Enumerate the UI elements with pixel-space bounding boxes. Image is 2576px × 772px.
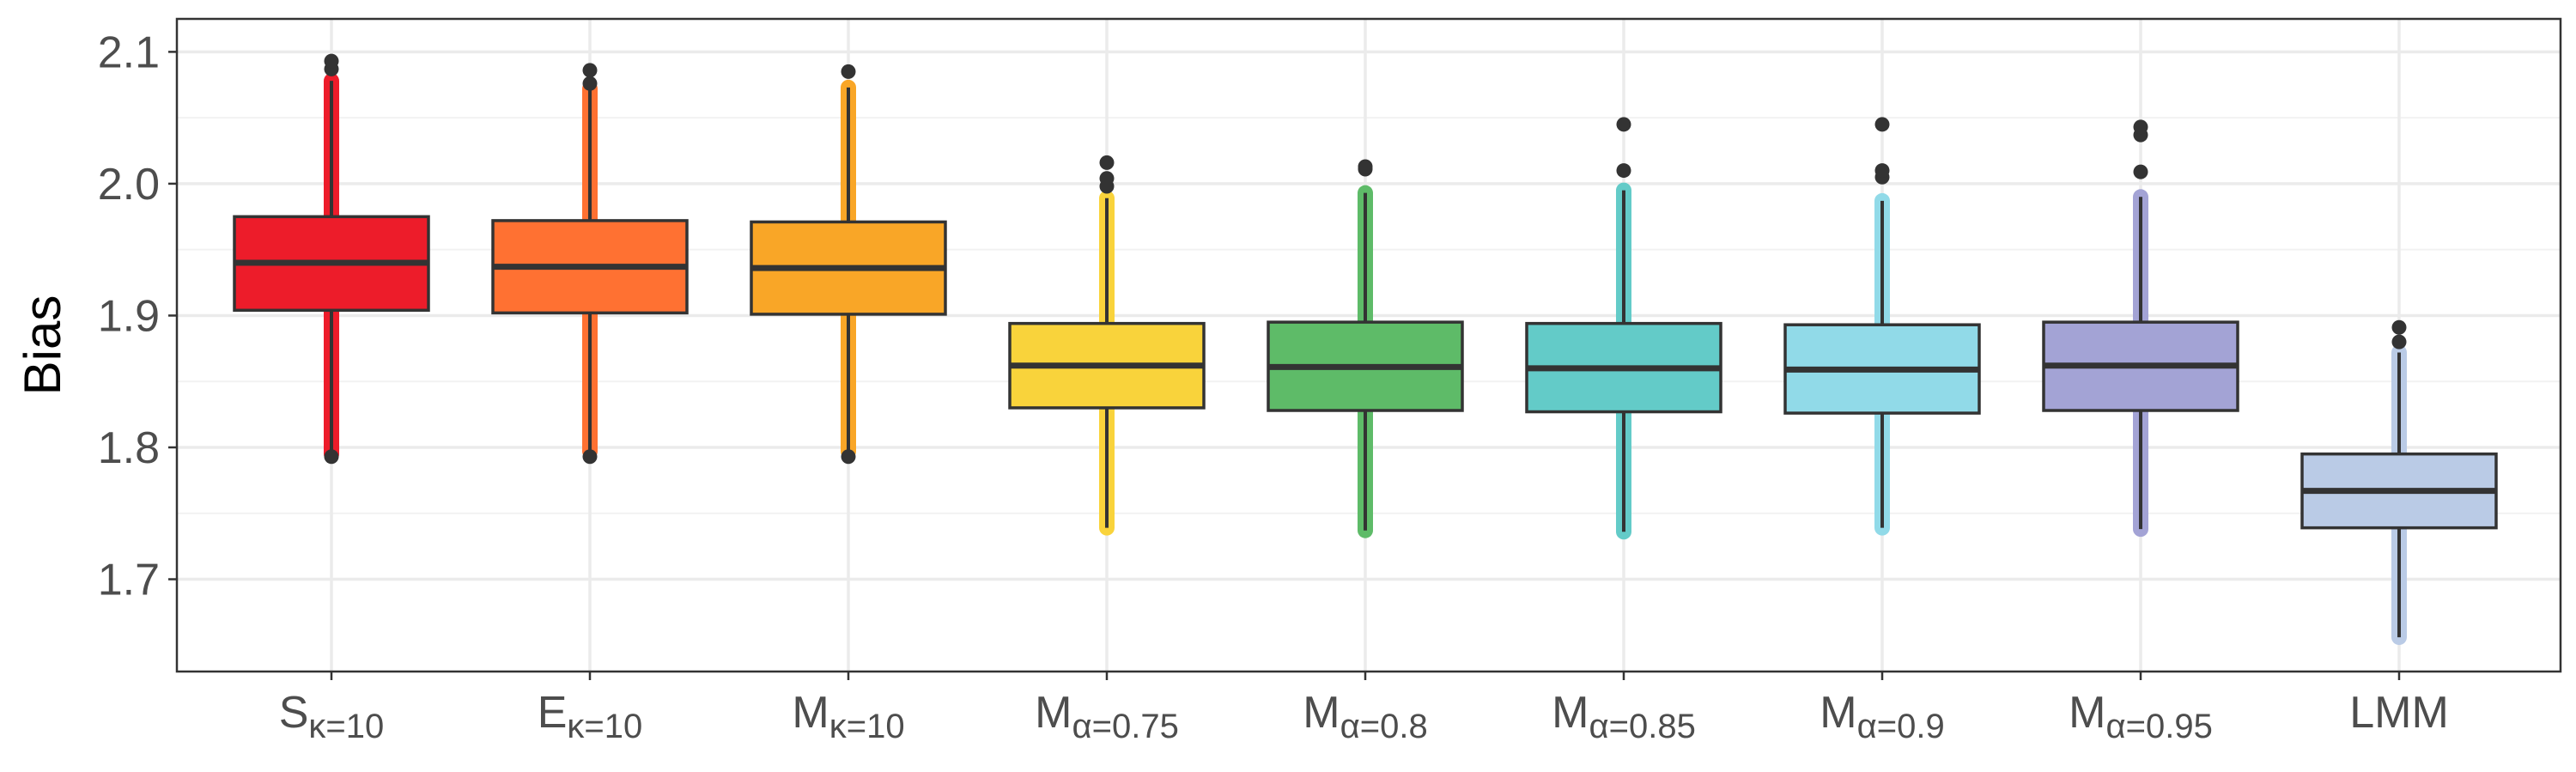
y-tick-label: 2.1 [98, 27, 160, 77]
outlier-point [582, 449, 598, 465]
x-tick-label: Eκ=10 [538, 688, 643, 745]
x-tick-label: Mκ=10 [792, 688, 904, 745]
outlier-point [1616, 117, 1631, 132]
x-tick-label: Mα=0.85 [1552, 688, 1696, 745]
box-group [1267, 159, 1464, 538]
outlier-point [1099, 155, 1115, 170]
outlier-point [2133, 119, 2148, 135]
y-tick-label: 1.7 [98, 556, 160, 605]
box-group [2300, 319, 2498, 646]
outlier-point [324, 449, 339, 465]
outlier-point [582, 63, 598, 78]
x-tick-label: Mα=0.8 [1303, 688, 1427, 745]
outlier-point [582, 76, 598, 91]
box-group [491, 63, 689, 465]
outlier-point [1099, 171, 1115, 186]
y-tick-label: 1.8 [98, 423, 160, 473]
x-tick-label: Mα=0.75 [1035, 688, 1179, 745]
outlier-point [324, 53, 339, 69]
y-tick-label: 2.0 [98, 160, 160, 210]
x-tick-label: Mα=0.9 [1820, 688, 1944, 745]
x-tick-label: Sκ=10 [279, 688, 385, 745]
x-tick-label: Mα=0.95 [2069, 688, 2213, 745]
panel-border [175, 17, 2562, 673]
outlier-point [1358, 159, 1373, 174]
outlier-point [2133, 164, 2148, 179]
x-tick-label: LMM [2349, 688, 2449, 738]
y-axis-title: Bias [14, 295, 71, 396]
y-tick-label: 1.9 [98, 291, 160, 341]
axis-layer: 1.7 1.8 1.9 2.0 2.1 Sκ=10 Eκ=10 Mκ=10 Mα=0.75 Mα=… [98, 27, 2449, 745]
outlier-point [1874, 163, 1890, 179]
box-group [233, 53, 430, 465]
outlier-point [841, 449, 856, 465]
outlier-point [1616, 163, 1631, 179]
outlier-point [841, 64, 856, 79]
box-group [1008, 155, 1206, 536]
box-layer [233, 53, 2498, 646]
box-group [2042, 119, 2239, 538]
outlier-point [1874, 117, 1890, 132]
outlier-point [2391, 319, 2407, 335]
box-group [750, 64, 947, 465]
outlier-point [2391, 334, 2407, 350]
box-group [1783, 117, 1981, 536]
box-group [1525, 117, 1722, 540]
